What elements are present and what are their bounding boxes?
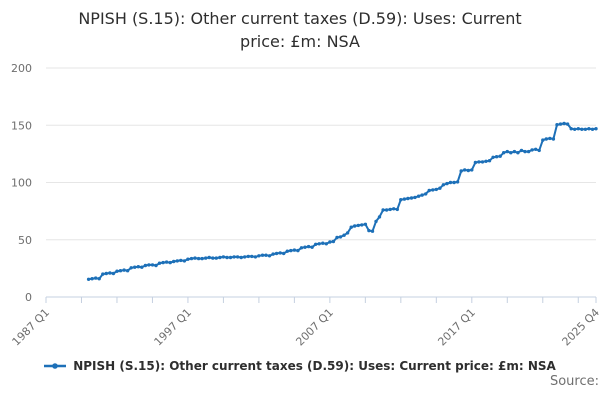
x-axis-labels: 1987 Q1 1997 Q1 2007 Q1 2017 Q1 2025 Q4	[10, 306, 600, 349]
data-point-markers[interactable]	[86, 121, 598, 281]
source-label: Source:	[549, 374, 599, 389]
y-gridlines	[46, 67, 596, 241]
svg-text:2025 Q4: 2025 Q4	[560, 306, 600, 349]
x-axis-ticks	[45, 297, 597, 303]
svg-text:50: 50	[18, 234, 32, 247]
svg-text:100: 100	[11, 177, 32, 190]
legend-item[interactable]: NPISH (S.15): Other current taxes (D.59)…	[0, 359, 600, 373]
chart-title-line1: NPISH (S.15): Other current taxes (D.59)…	[78, 9, 522, 28]
svg-text:1997 Q1: 1997 Q1	[152, 306, 195, 349]
svg-text:2007 Q1: 2007 Q1	[293, 306, 336, 349]
legend-line-marker-icon	[44, 363, 67, 369]
series-line-path[interactable]	[87, 122, 597, 281]
svg-text:200: 200	[11, 62, 32, 75]
svg-text:2017 Q1: 2017 Q1	[435, 306, 478, 349]
legend-label: NPISH (S.15): Other current taxes (D.59)…	[73, 359, 556, 373]
y-axis-labels: 0 50 100 150 200	[11, 62, 32, 304]
chart-title: NPISH (S.15): Other current taxes (D.59)…	[0, 7, 600, 53]
svg-text:150: 150	[11, 119, 32, 132]
chart-plot-area[interactable]: 0 50 100 150 200 1987 Q1 1997 Q1 2007 Q1 2017 Q1…	[0, 0, 600, 355]
series-npish-line[interactable]	[86, 121, 598, 281]
svg-text:1987 Q1: 1987 Q1	[10, 306, 53, 349]
svg-text:0: 0	[25, 291, 32, 304]
chart-title-line2: price: £m: NSA	[240, 32, 360, 52]
